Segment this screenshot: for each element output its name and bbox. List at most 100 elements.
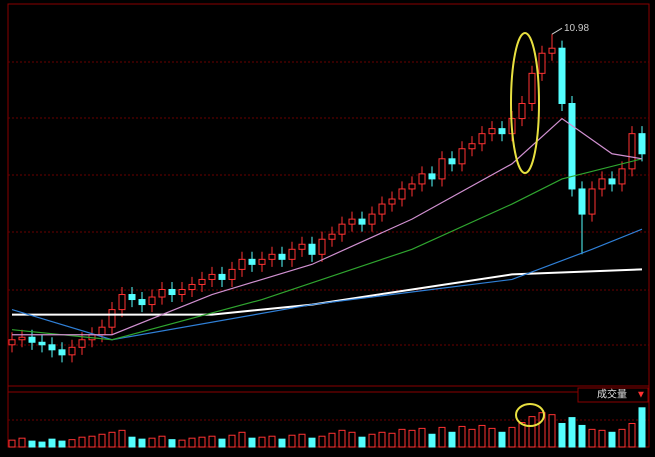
candle-body (428, 173, 436, 180)
candle-body (128, 294, 136, 301)
candle-body (138, 299, 146, 306)
volume-bar (198, 436, 206, 448)
candle-body (448, 158, 456, 165)
candle-body (568, 103, 576, 190)
candle-body (58, 349, 66, 356)
candle-body (188, 283, 196, 290)
peak-pointer (551, 27, 563, 35)
volume-title-box (577, 387, 649, 403)
candle-body (608, 178, 616, 185)
volume-bar (408, 429, 416, 448)
candle-body (318, 238, 326, 255)
candle-body (248, 258, 256, 265)
volume-bar (138, 438, 146, 448)
candle-body (578, 188, 586, 215)
candle-body (258, 258, 266, 265)
candle-body (408, 183, 416, 190)
volume-bar (108, 431, 116, 448)
candle-body (78, 339, 86, 348)
volume-bar (278, 438, 286, 448)
volume-bar (38, 441, 46, 448)
volume-bar (268, 435, 276, 448)
volume-bar (438, 426, 446, 448)
volume-bar (358, 436, 366, 448)
candle-body (558, 47, 566, 105)
frame (7, 3, 650, 448)
volume-bar (348, 431, 356, 448)
volume-bar (248, 437, 256, 448)
volume-bar (328, 432, 336, 448)
candle-body (308, 243, 316, 255)
moving-average-line (12, 117, 643, 336)
volume-bar (538, 412, 546, 448)
volume-bar (118, 429, 126, 448)
candle-body (18, 336, 26, 341)
candle-body (398, 188, 406, 200)
candle-body (388, 198, 396, 205)
volume-bar (228, 434, 236, 448)
candle-body (168, 288, 176, 296)
volume-bar (148, 437, 156, 448)
volume-bar (88, 435, 96, 448)
volume-bar (588, 428, 596, 448)
candle-body (478, 133, 486, 145)
plot: 10.98 (8, 23, 646, 448)
highlight-ellipse (515, 403, 545, 427)
candle-body (8, 339, 16, 346)
volume-bar (158, 435, 166, 448)
candle-body (598, 178, 606, 190)
volume-bar (368, 433, 376, 448)
dropdown-icon: ▼ (636, 390, 646, 401)
candle-body (548, 47, 556, 54)
candle-body (118, 294, 126, 311)
candle-body (158, 288, 166, 298)
volume-bar (318, 435, 326, 448)
candle-body (378, 203, 386, 215)
volume-bar (98, 433, 106, 448)
candle-body (348, 218, 356, 225)
candle-body (238, 258, 246, 270)
candle-body (198, 278, 206, 285)
candle-body (48, 344, 56, 351)
moving-average-line (11, 228, 643, 341)
volume-bar (468, 428, 476, 448)
candle-body (488, 128, 496, 135)
volume-bar (548, 414, 556, 448)
volume-bar (598, 429, 606, 448)
volume-bar (28, 440, 36, 448)
moving-average-line (11, 158, 643, 341)
volume-bar (568, 417, 576, 448)
volume-bar (48, 438, 56, 448)
volume-bar (528, 416, 536, 448)
candle-body (38, 341, 46, 346)
candle-body (368, 213, 376, 225)
volume-bar (498, 431, 506, 448)
volume-bar (208, 435, 216, 448)
volume-bar (168, 439, 176, 448)
volume-bar (308, 437, 316, 448)
candle-body (278, 253, 286, 260)
volume-bar (418, 427, 426, 448)
candle-body (208, 273, 216, 280)
candle-body (498, 128, 506, 135)
volume-bar (628, 422, 636, 448)
candle-body (98, 326, 106, 336)
volume-bar (68, 439, 76, 448)
volume-bar (238, 431, 246, 448)
volume-bar (128, 436, 136, 448)
highlight-ellipse (510, 32, 540, 174)
volume-bar (508, 426, 516, 448)
volume-bar (288, 434, 296, 448)
candle-body (268, 253, 276, 260)
candle-body (328, 233, 336, 240)
volume-bar (558, 422, 566, 448)
candle-body (178, 288, 186, 296)
candle-body (418, 173, 426, 185)
candle-body (628, 133, 636, 170)
volume-bar (338, 429, 346, 448)
candle-body (68, 346, 76, 356)
candle-body (228, 268, 236, 280)
volume-bar (488, 427, 496, 448)
candle-body (108, 309, 116, 328)
